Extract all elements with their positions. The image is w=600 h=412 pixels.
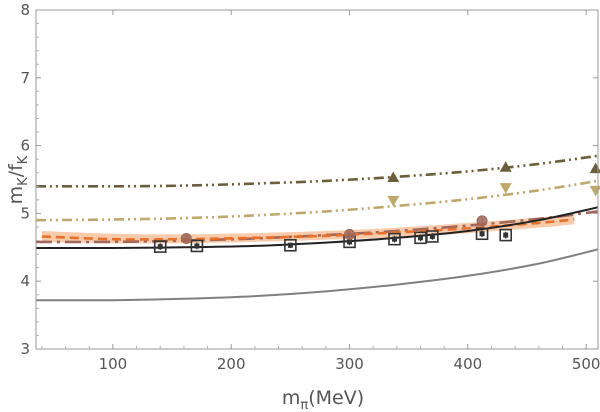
marker-outer-square — [475, 227, 489, 241]
x-axis-label-sub: π — [300, 398, 308, 412]
boxed-squares-point — [388, 232, 401, 246]
x-axis-label-unit: (MeV) — [308, 387, 364, 409]
boxed-squares-point — [426, 230, 439, 243]
marker-inner-square — [391, 236, 397, 242]
marker-triangle-down — [387, 196, 400, 207]
x-tick-label: 400 — [454, 355, 483, 373]
plot-border — [35, 9, 599, 350]
y-tick-label: 5 — [20, 204, 30, 222]
marker-inner-square — [429, 233, 435, 239]
marker-triangle-down — [499, 183, 512, 194]
series-layer — [36, 154, 598, 302]
x-tick-label: 100 — [99, 355, 128, 373]
marker-outer-square — [499, 228, 513, 242]
boxed-squares-point — [475, 227, 489, 241]
marker-circle — [344, 228, 356, 240]
marker-triangle-up — [499, 161, 512, 172]
x-axis-label: mπ(MeV) — [282, 387, 364, 412]
y-axis-label-sub2: K — [16, 155, 31, 164]
tick-layer: 100 200 300 400 500 3 4 5 6 7 8 — [20, 1, 600, 373]
tan-triangles-down-point — [589, 185, 600, 197]
y-tick-label: 3 — [20, 340, 30, 358]
olive-triangles-up-point — [589, 162, 600, 174]
y-axis-label-mid: /f — [5, 163, 27, 177]
marker-inner-square — [287, 242, 293, 248]
boxed-squares-point — [414, 231, 427, 245]
marker-triangle-up — [387, 171, 400, 182]
olive-triangles-up-point — [387, 171, 400, 182]
brown-circles-point — [344, 228, 356, 240]
x-tick-label: 200 — [217, 355, 246, 373]
brown-circles-point — [180, 232, 192, 244]
marker-inner-square — [194, 243, 200, 249]
x-tick-label: 500 — [572, 355, 600, 373]
marker-inner-square — [418, 235, 424, 241]
marker-triangle-down — [589, 185, 600, 197]
marker-inner-square — [479, 231, 485, 237]
plot-frame — [35, 9, 599, 350]
boxed-squares-point — [499, 228, 513, 242]
y-tick-label: 7 — [20, 69, 30, 87]
y-axis-label: mK/fK — [5, 155, 31, 204]
marker-circle — [476, 215, 488, 227]
marker-outer-square — [426, 230, 439, 243]
uncertainty-band-layer — [41, 214, 575, 244]
series-line-orange-dashed — [41, 218, 575, 241]
brown-circles-point — [476, 215, 488, 227]
marker-inner-square — [503, 232, 509, 238]
series-line-brown-long-dash-dot — [36, 210, 598, 244]
marker-layer — [153, 161, 600, 253]
marker-inner-square — [157, 244, 163, 250]
y-tick-label: 4 — [20, 272, 30, 290]
marker-outer-square — [284, 238, 297, 252]
series-line-black-solid — [36, 206, 598, 250]
marker-outer-square — [414, 231, 427, 245]
tan-triangles-down-point — [387, 196, 400, 207]
series-line-dark-olive-dash-dot-dot — [36, 154, 598, 188]
marker-circle — [180, 232, 192, 244]
marker-outer-square — [388, 232, 401, 246]
y-axis-label-sub1: K — [16, 177, 31, 186]
boxed-squares-point — [284, 238, 297, 252]
series-line-tan-dash-dot-dot — [36, 179, 598, 222]
y-tick-label: 6 — [20, 137, 30, 155]
olive-triangles-up-point — [499, 161, 512, 172]
series-line-gray-solid — [36, 248, 598, 302]
x-tick-label: 300 — [335, 355, 364, 373]
tan-triangles-down-point — [499, 183, 512, 194]
uncertainty-band — [41, 214, 575, 244]
marker-triangle-up — [589, 162, 600, 174]
boxed-squares-point — [190, 239, 204, 253]
marker-outer-square — [153, 240, 167, 253]
y-tick-label: 8 — [20, 1, 30, 19]
marker-inner-square — [347, 239, 353, 245]
marker-outer-square — [190, 239, 204, 253]
boxed-squares-point — [153, 240, 167, 253]
